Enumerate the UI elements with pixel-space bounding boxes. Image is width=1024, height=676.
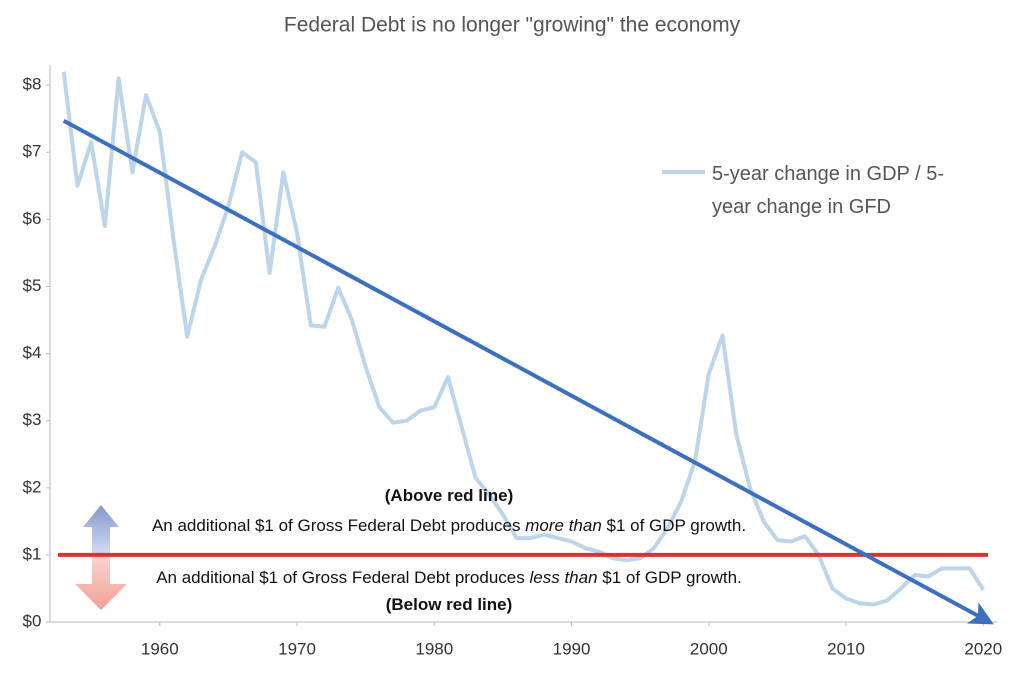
down-arrow bbox=[75, 553, 127, 610]
x-tick-label: 1980 bbox=[415, 639, 453, 658]
y-tick-label: $2 bbox=[23, 477, 42, 496]
x-tick-label: 1960 bbox=[141, 639, 179, 658]
y-tick-label: $7 bbox=[23, 142, 42, 161]
annotation-part: $1 of GDP growth. bbox=[602, 516, 746, 535]
x-tick-label: 2000 bbox=[690, 639, 728, 658]
y-tick-label: $0 bbox=[23, 611, 42, 630]
annotation: (Above red line) bbox=[385, 486, 513, 505]
annotation-part: An additional $1 of Gross Federal Debt p… bbox=[152, 516, 525, 535]
annotation: An additional $1 of Gross Federal Debt p… bbox=[152, 516, 746, 535]
series-line bbox=[61, 71, 985, 607]
annotation-part: (Above red line) bbox=[385, 486, 513, 505]
x-tick-label: 1990 bbox=[553, 639, 591, 658]
x-tick-label: 2020 bbox=[964, 639, 1002, 658]
annotation-part: An additional $1 of Gross Federal Debt p… bbox=[156, 568, 529, 587]
annotation-part: more than bbox=[525, 516, 602, 535]
y-tick-label: $4 bbox=[23, 343, 42, 362]
annotation-part: less than bbox=[529, 568, 597, 587]
y-tick-label: $3 bbox=[23, 410, 42, 429]
x-tick-label: 1970 bbox=[278, 639, 316, 658]
y-tick-label: $1 bbox=[23, 544, 42, 563]
annotation-part: (Below red line) bbox=[386, 595, 513, 614]
legend-label: 5-year change in GDP / 5-year change in … bbox=[712, 163, 944, 218]
y-tick-label: $6 bbox=[23, 209, 42, 228]
chart-title: Federal Debt is no longer "growing" the … bbox=[284, 14, 741, 37]
y-tick-label: $5 bbox=[23, 276, 42, 295]
annotation: An additional $1 of Gross Federal Debt p… bbox=[156, 568, 742, 587]
annotation-part: $1 of GDP growth. bbox=[598, 568, 742, 587]
annotation: (Below red line) bbox=[386, 595, 513, 614]
x-tick-label: 2010 bbox=[827, 639, 865, 658]
up-arrow bbox=[83, 505, 119, 553]
trend-line bbox=[62, 118, 994, 625]
y-tick-label: $8 bbox=[23, 75, 42, 94]
